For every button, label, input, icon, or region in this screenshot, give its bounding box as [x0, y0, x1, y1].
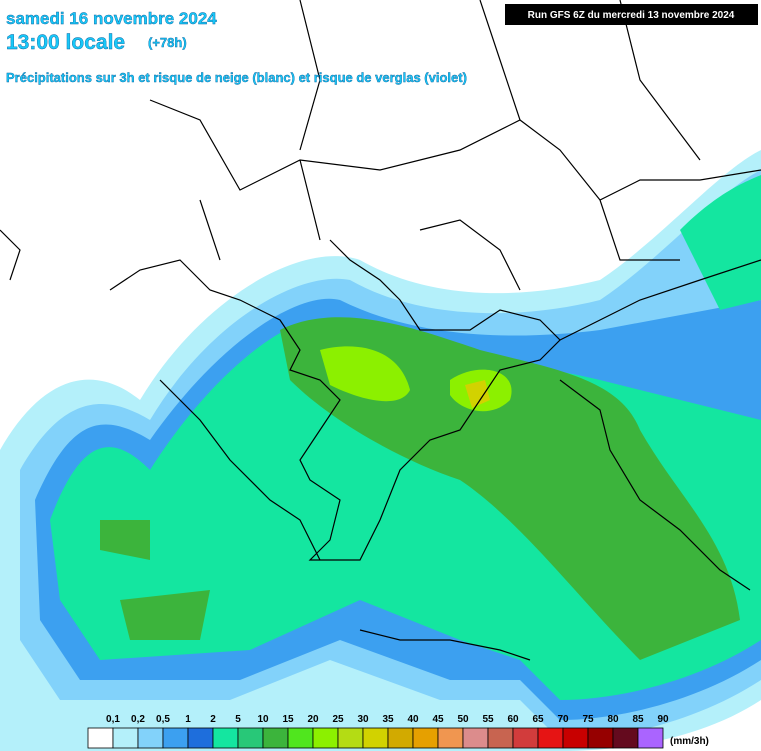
legend-label: 0,2: [131, 714, 145, 725]
subtitle: Précipitations sur 3h et risque de neige…: [6, 70, 467, 85]
legend-swatch: [187, 727, 214, 749]
run-box: [505, 4, 758, 25]
legend-swatch: [337, 727, 364, 749]
legend-label: 0,1: [106, 714, 120, 725]
legend-swatch: [387, 727, 414, 749]
legend-swatch: [462, 727, 489, 749]
legend-swatch: [287, 727, 314, 749]
legend-label: 45: [432, 714, 444, 725]
legend-unit: (mm/3h): [670, 736, 709, 747]
legend-swatch: [412, 727, 439, 749]
legend-label: 70: [557, 714, 569, 725]
legend-swatch: [137, 727, 164, 749]
legend-swatch: [312, 727, 339, 749]
legend-swatch: [112, 727, 139, 749]
legend-swatch: [237, 727, 264, 749]
legend-swatch: [487, 727, 514, 749]
legend-swatch: [587, 727, 614, 749]
legend-label: 90: [657, 714, 669, 725]
legend-swatch: [512, 727, 539, 749]
legend-label: 40: [407, 714, 419, 725]
legend-label: 5: [235, 714, 241, 725]
time: 13:00 locale: [6, 31, 125, 54]
legend-swatch: [612, 727, 639, 749]
legend-label: 60: [507, 714, 519, 725]
legend-label: 85: [632, 714, 644, 725]
legend-swatch: [637, 727, 664, 749]
legend-swatch: [362, 727, 389, 749]
legend-label: 80: [607, 714, 619, 725]
legend-label: 0,5: [156, 714, 170, 725]
legend-label: 50: [457, 714, 469, 725]
run-info: Run GFS 6Z du mercredi 13 novembre 2024: [528, 10, 735, 21]
precip-field: [0, 150, 761, 751]
legend-label: 65: [532, 714, 544, 725]
legend-swatch: [562, 727, 589, 749]
legend-label: 2: [210, 714, 216, 725]
coastlines: [0, 0, 761, 661]
legend: 0,1 0,2 0,5 1 2 5 10 15 20 25 30 35 40 45 50 55 60 65 70 75…: [87, 714, 709, 749]
legend-label: 1: [185, 714, 191, 725]
legend-label: 15: [282, 714, 294, 725]
legend-swatch: [262, 727, 289, 749]
legend-swatch: [212, 727, 239, 749]
legend-label: 10: [257, 714, 269, 725]
legend-swatch: [437, 727, 464, 749]
legend-label: 55: [482, 714, 494, 725]
legend-swatch: [537, 727, 564, 749]
legend-label: 30: [357, 714, 369, 725]
legend-label: 75: [582, 714, 594, 725]
lead: (+78h): [148, 35, 187, 50]
date: samedi 16 novembre 2024: [6, 9, 217, 28]
legend-swatch: [87, 727, 114, 749]
legend-label: 35: [382, 714, 394, 725]
legend-swatch: [162, 727, 189, 749]
legend-label: 25: [332, 714, 344, 725]
legend-label: 20: [307, 714, 319, 725]
